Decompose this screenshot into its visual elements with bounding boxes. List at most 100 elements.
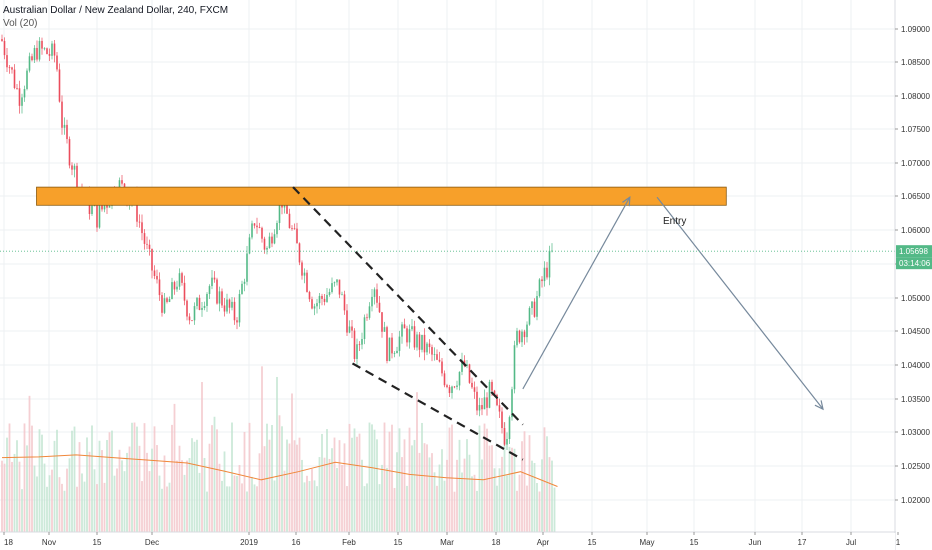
candle-body xyxy=(336,279,338,283)
x-tick-label: 15 xyxy=(690,538,699,547)
volume-bar xyxy=(73,426,76,532)
volume-bar xyxy=(1,460,3,532)
volume-bar xyxy=(521,441,523,532)
candle-body xyxy=(343,294,346,311)
volume-bar xyxy=(108,432,111,532)
volume-bar xyxy=(166,486,168,532)
candle-body xyxy=(346,310,348,333)
volume-bar xyxy=(516,490,518,532)
y-tick-label: 1.06500 xyxy=(901,192,930,201)
candle-body xyxy=(511,389,513,418)
candle-body xyxy=(13,69,16,88)
volume-bar xyxy=(76,486,78,532)
volume-bar xyxy=(461,472,463,532)
candle-body xyxy=(186,300,188,317)
volume-bar xyxy=(436,485,438,532)
candle-body xyxy=(216,279,218,304)
candle-body xyxy=(256,225,258,228)
candle-body xyxy=(213,277,216,280)
volume-bar xyxy=(43,463,46,532)
volume-bar xyxy=(268,439,271,532)
volume-bar xyxy=(51,469,53,532)
volume-bar xyxy=(351,437,353,532)
volume-bar xyxy=(41,434,43,532)
x-tick-label: 2019 xyxy=(240,538,258,547)
candle-body xyxy=(28,56,31,71)
candle-body xyxy=(498,405,501,412)
volume-bar xyxy=(526,485,528,532)
candle-body xyxy=(36,47,38,60)
candle-body xyxy=(523,331,526,338)
entry-annotation[interactable]: Entry xyxy=(663,216,686,227)
volume-bar xyxy=(258,453,261,532)
y-tick-label: 1.02500 xyxy=(901,462,930,471)
volume-indicator-label[interactable]: Vol (20) xyxy=(3,18,38,29)
candle-body xyxy=(321,295,323,299)
volume-bar xyxy=(543,427,546,532)
candle-body xyxy=(271,236,273,244)
candle-body xyxy=(138,221,141,223)
x-tick-label: 17 xyxy=(798,538,807,547)
volume-bar xyxy=(333,437,336,532)
volume-bar xyxy=(301,459,303,532)
candle-body xyxy=(368,306,371,318)
symbol-title[interactable]: Australian Dollar / New Zealand Dollar, … xyxy=(3,5,229,16)
y-tick-label: 1.03500 xyxy=(901,395,930,404)
volume-bar xyxy=(13,453,16,532)
volume-bar xyxy=(206,491,208,532)
volume-bar xyxy=(303,482,306,532)
candle-body xyxy=(106,205,108,208)
candle-body xyxy=(396,350,398,354)
candle-body xyxy=(518,330,521,343)
y-tick-label: 1.08000 xyxy=(901,92,930,101)
volume-bar xyxy=(363,486,366,532)
candle-body xyxy=(408,329,411,343)
volume-bar xyxy=(471,476,473,532)
candle-body xyxy=(206,293,208,306)
volume-bar xyxy=(541,459,543,532)
candle-body xyxy=(456,385,458,387)
candle-body xyxy=(163,298,166,313)
candle-body xyxy=(171,282,173,300)
volume-bar xyxy=(91,425,93,532)
volume-bar xyxy=(101,450,103,532)
candle-body xyxy=(401,324,403,337)
x-tick-label: 1 xyxy=(896,538,901,547)
candle-body xyxy=(291,228,293,229)
candle-body xyxy=(366,317,368,319)
y-tick-label: 1.07500 xyxy=(901,125,930,134)
candle-body xyxy=(46,48,48,55)
volume-bar xyxy=(298,437,301,532)
candle-body xyxy=(243,281,246,284)
resistance-zone xyxy=(36,186,727,206)
volume-bar xyxy=(456,459,458,532)
drawings xyxy=(0,186,895,461)
volume-bar xyxy=(66,468,68,532)
candle-body xyxy=(531,301,533,309)
volume-bar xyxy=(441,449,443,532)
x-tick-label: Dec xyxy=(145,538,159,547)
candle-body xyxy=(136,193,138,222)
candle-body xyxy=(373,289,376,297)
candle-body xyxy=(63,124,66,128)
volume-bar xyxy=(231,422,233,532)
volume-bar xyxy=(3,463,6,532)
volume-bar xyxy=(383,422,386,532)
candle-body xyxy=(313,306,316,309)
candle-body xyxy=(371,296,373,307)
price-axis-panel xyxy=(896,0,932,550)
candle-body xyxy=(258,227,261,228)
candle-body xyxy=(296,228,298,244)
candle-body xyxy=(73,165,76,170)
candle-body xyxy=(458,371,461,386)
candle-body xyxy=(413,326,416,348)
candle-body xyxy=(546,267,548,278)
candle-body xyxy=(361,339,363,345)
x-tick-label: 15 xyxy=(588,538,597,547)
candle-body xyxy=(261,227,263,239)
candle-body xyxy=(386,327,388,361)
candle-body xyxy=(471,382,473,388)
volume-bar xyxy=(26,445,28,532)
candle-body xyxy=(218,291,221,304)
